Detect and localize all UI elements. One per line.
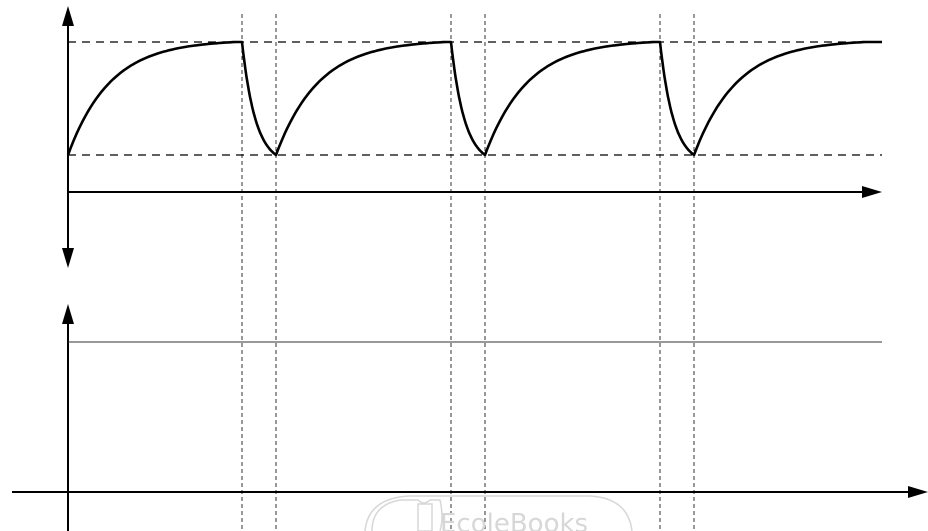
watermark-book-spine [417, 503, 433, 531]
upper-vertical-axis-top-arrow [62, 6, 74, 26]
lower-time-axis-arrow [908, 486, 928, 498]
charge-discharge-curve [66, 40, 882, 157]
watermark-text: EcoleBooks [440, 509, 588, 531]
time-guides [241, 14, 695, 531]
watermark-book-icon [371, 499, 443, 531]
upper-vertical-axis-bottom-arrow [62, 248, 74, 268]
upper-graph [62, 6, 882, 268]
lower-graph [12, 304, 928, 531]
upper-time-axis-arrow [862, 186, 882, 198]
lower-vertical-axis-top-arrow [62, 304, 74, 324]
watermark: EcoleBooks [364, 495, 633, 531]
watermark-badge-outline [364, 495, 633, 531]
